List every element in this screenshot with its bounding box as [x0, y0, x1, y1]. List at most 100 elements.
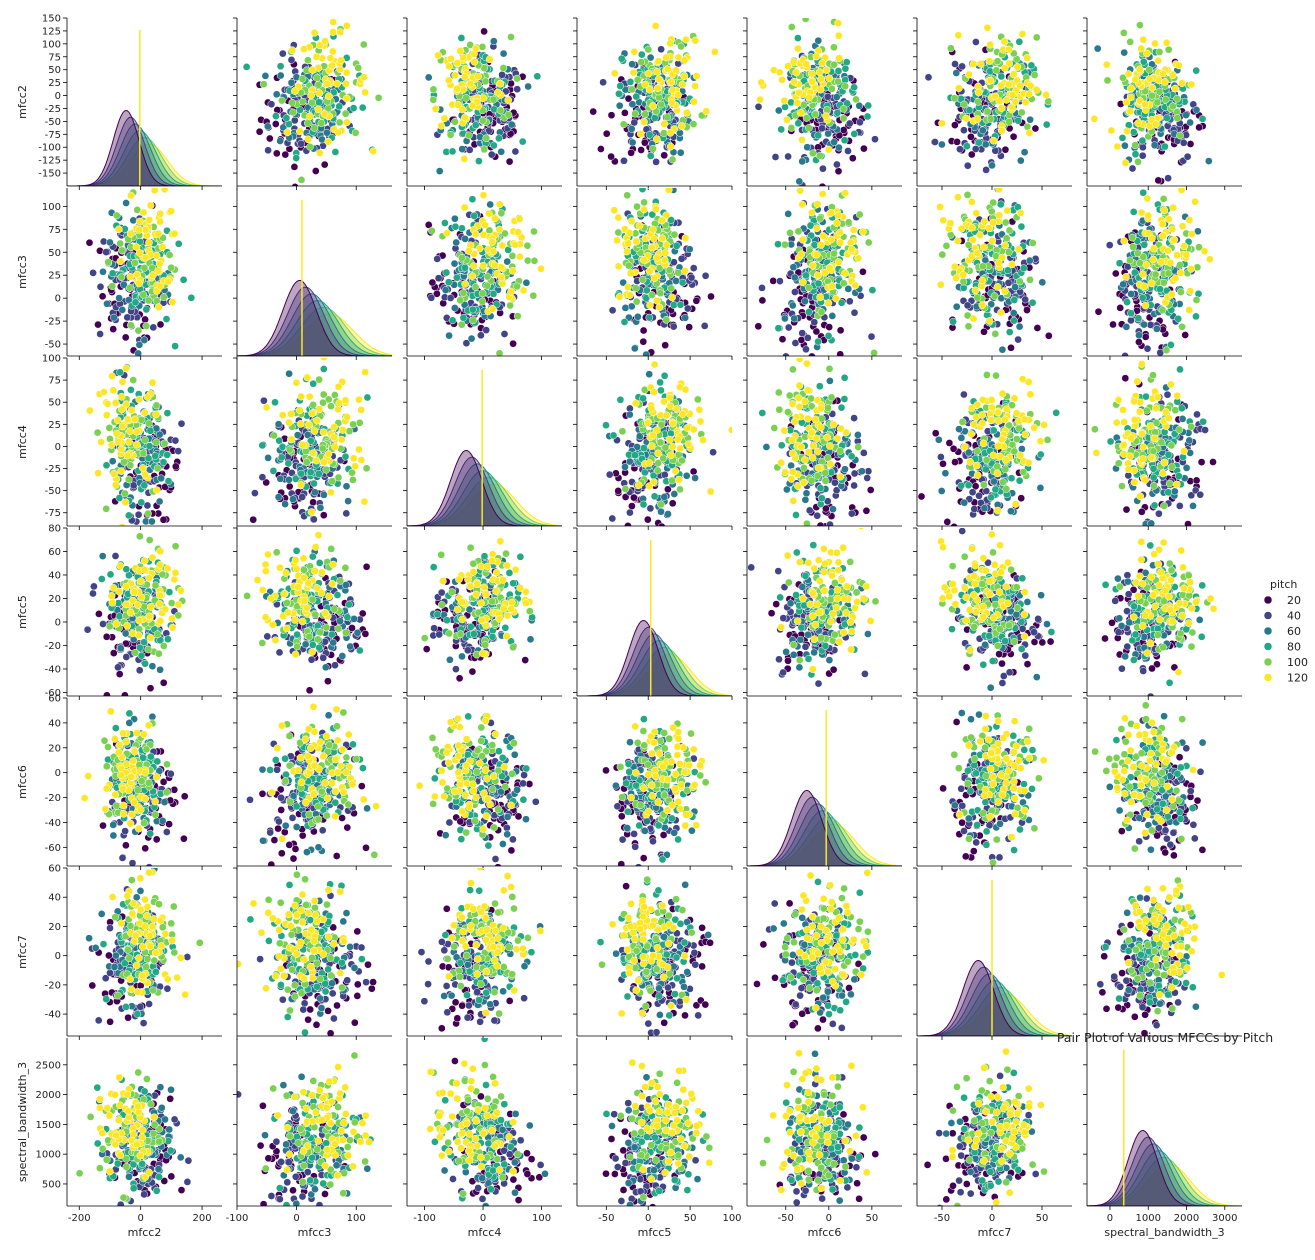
scatter-point [89, 269, 97, 277]
scatter-point [669, 301, 678, 309]
scatter-point [287, 410, 295, 418]
scatter-point [513, 85, 522, 94]
scatter-point [971, 145, 980, 153]
y-axis-label: mfcc3 [16, 255, 29, 289]
scatter-point [660, 129, 668, 137]
scatter-point [1007, 343, 1015, 352]
scatter-point [537, 264, 545, 273]
scatter-point [493, 88, 502, 97]
scatter-point [507, 120, 516, 129]
scatter-point [117, 445, 126, 454]
scatter-point [1150, 141, 1159, 150]
scatter-point [1008, 260, 1016, 269]
scatter-point [134, 349, 143, 356]
scatter-point [478, 289, 487, 298]
scatter-point [824, 145, 833, 154]
scatter-point [167, 263, 175, 272]
scatter-point [1126, 84, 1135, 93]
scatter-point [324, 450, 333, 458]
scatter-point [285, 445, 294, 454]
scatter-point [1103, 76, 1112, 85]
scatter-point [481, 77, 490, 86]
scatter-point [475, 157, 483, 165]
scatter-point [1140, 240, 1149, 249]
scatter-point [468, 272, 477, 281]
scatter-point [127, 321, 135, 330]
scatter-point [1140, 320, 1148, 329]
scatter-point [278, 96, 286, 105]
scatter-point [836, 326, 845, 335]
scatter-point [336, 28, 345, 37]
scatter-point [116, 368, 124, 377]
scatter-point [505, 157, 514, 166]
scatter-point [328, 47, 337, 56]
scatter-point [660, 256, 669, 264]
scatter-point [844, 147, 852, 155]
scatter-point [451, 222, 460, 231]
scatter-point [1169, 203, 1178, 212]
scatter-point [1138, 136, 1147, 145]
scatter-point [456, 47, 465, 55]
scatter-point [461, 263, 469, 272]
scatter-point [825, 264, 834, 272]
scatter-point [607, 111, 616, 120]
scatter-point [309, 401, 317, 409]
scatter-point [355, 445, 363, 454]
scatter-point [490, 261, 499, 270]
y-tick-label: -150 [38, 169, 61, 180]
scatter-point [495, 200, 504, 209]
scatter-point [949, 317, 957, 326]
scatter-point [662, 211, 671, 220]
scatter-point [1168, 225, 1177, 234]
scatter-point [798, 235, 807, 244]
scatter-point [967, 132, 975, 141]
scatter-point [108, 372, 116, 381]
scatter-point [103, 399, 112, 408]
scatter-point [828, 85, 836, 93]
kde-curve [67, 116, 222, 186]
scatter-point [830, 138, 838, 146]
scatter-point [967, 150, 976, 159]
scatter-point [461, 113, 469, 122]
scatter-point [846, 238, 855, 247]
scatter-point [816, 151, 824, 160]
scatter-point [265, 134, 274, 143]
scatter-point [109, 325, 118, 333]
scatter-point [311, 488, 319, 497]
scatter-point [844, 218, 853, 227]
scatter-point [331, 442, 339, 451]
scatter-point [963, 301, 972, 310]
scatter-point [784, 62, 792, 70]
scatter-point [114, 225, 123, 234]
scatter-point [832, 93, 841, 101]
scatter-point [836, 228, 844, 237]
scatter-point [471, 283, 480, 291]
scatter-point [457, 320, 466, 329]
scatter-point [93, 428, 102, 437]
scatter-point [817, 308, 826, 316]
scatter-point [360, 497, 369, 506]
scatter-point [141, 436, 149, 444]
scatter-point [631, 109, 639, 118]
scatter-point [111, 481, 120, 489]
scatter-point [803, 334, 812, 342]
scatter-point [803, 143, 812, 152]
scatter-point [817, 75, 826, 83]
scatter-point [1192, 312, 1200, 321]
scatter-point [997, 126, 1006, 135]
scatter-point [965, 106, 974, 115]
scatter-point [649, 102, 657, 110]
scatter-point [524, 82, 532, 91]
scatter-point [1004, 80, 1013, 89]
y-tick-label: -50 [45, 486, 61, 497]
scatter-point [645, 130, 654, 139]
scatter-point [107, 441, 116, 449]
scatter-point [837, 298, 846, 307]
scatter-point [1130, 268, 1139, 277]
scatter-point [342, 509, 351, 518]
scatter-point [142, 322, 151, 330]
scatter-point [798, 135, 806, 144]
scatter-point [471, 121, 480, 130]
scatter-point [360, 73, 368, 82]
scatter-point [1148, 91, 1156, 100]
